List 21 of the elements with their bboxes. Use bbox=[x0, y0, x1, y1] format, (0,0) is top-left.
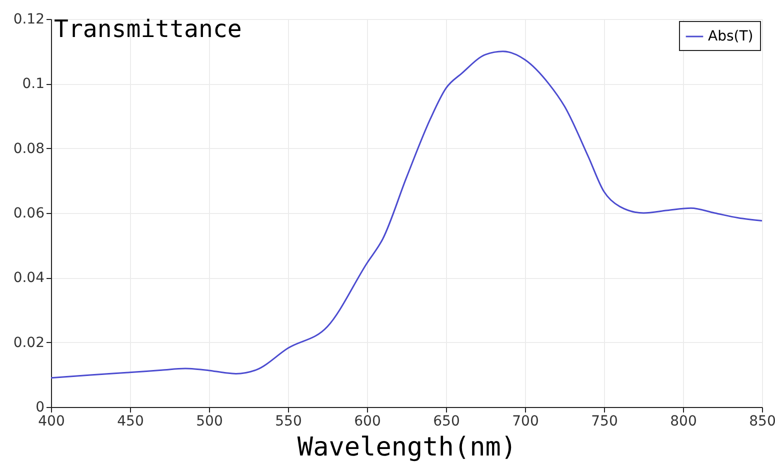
x-tick-label: 700 bbox=[512, 414, 539, 430]
y-tick-label: 0.08 bbox=[13, 140, 44, 157]
y-tick-label: 0 bbox=[36, 400, 44, 416]
line-series bbox=[51, 50, 762, 379]
x-tick-label: 400 bbox=[38, 414, 65, 430]
x-tick-label: 800 bbox=[670, 414, 697, 430]
x-tick-label: 850 bbox=[749, 414, 775, 430]
y-tick-label: 0.02 bbox=[13, 334, 44, 351]
x-tick-label: 550 bbox=[275, 414, 302, 430]
x-tick-label: 600 bbox=[354, 414, 381, 430]
y-tick-label: 0.1 bbox=[22, 76, 44, 92]
y-tick-label: 0.06 bbox=[13, 206, 45, 222]
chart-title: Transmittance bbox=[54, 15, 242, 43]
x-tick-label: 500 bbox=[196, 414, 223, 430]
x-axis-title: Wavelength(nm) bbox=[297, 432, 517, 462]
x-tick-label: 650 bbox=[433, 414, 460, 430]
x-tick-label: 450 bbox=[117, 414, 144, 430]
x-tick-label: 750 bbox=[591, 414, 618, 430]
y-tick-label: 0.04 bbox=[13, 270, 45, 286]
legend-label: Abs(T) bbox=[708, 28, 754, 44]
y-tick-label: 0.12 bbox=[13, 12, 44, 28]
